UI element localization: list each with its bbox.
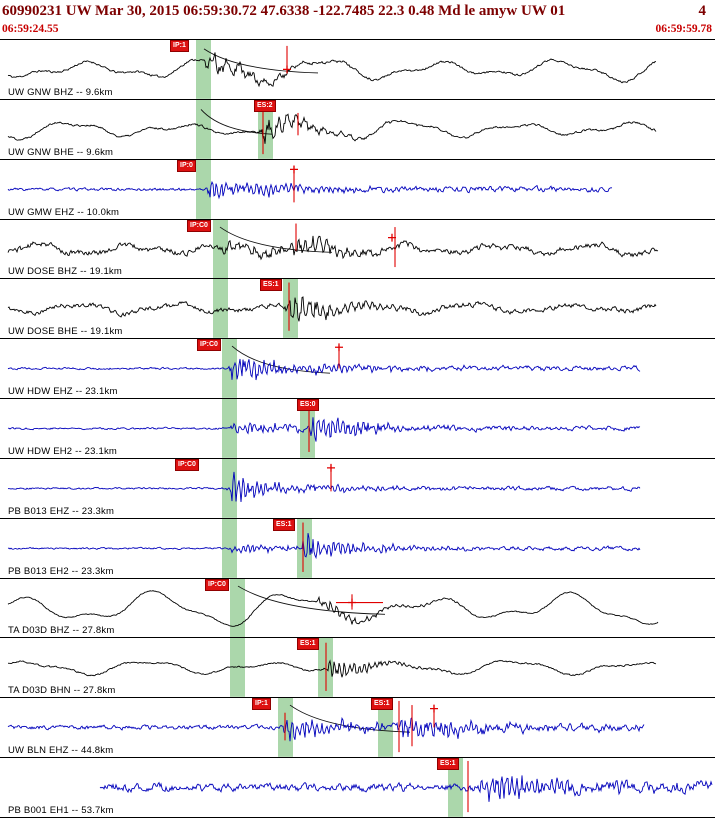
waveform-canvas-uw-hdw-ehz[interactable]: [0, 339, 715, 399]
pick-flag[interactable]: IP:C0: [175, 458, 199, 471]
trace-row-uw-gnw-bhe[interactable]: ES:2 UW GNW BHE -- 9.6km: [0, 98, 715, 159]
seismogram-trace: [7, 296, 657, 322]
pick-flag[interactable]: IP:C0: [205, 578, 229, 591]
coda-cross-marker-icon[interactable]: [388, 233, 396, 242]
trace-row-pb-b001-eh1[interactable]: ES:1 PB B001 EH1 -- 53.7km: [0, 757, 715, 817]
trace-row-uw-hdw-eh2[interactable]: ES:0 UW HDW EH2 -- 23.1km: [0, 398, 715, 458]
trace-list: IP:1 UW GNW BHZ -- 9.6km ES:2 UW GNW BHE --…: [0, 39, 715, 818]
seismogram-trace: [7, 52, 657, 88]
waveform-canvas-pb-b013-ehz[interactable]: [0, 458, 715, 518]
pick-flag[interactable]: IP:C0: [187, 219, 211, 232]
seismogram-trace: [7, 180, 613, 200]
pick-flag[interactable]: IP:1: [252, 698, 271, 711]
pick-window-band: [196, 40, 211, 99]
trace-row-uw-gmw-ehz[interactable]: IP:0 UW GMW EHZ -- 10.0km: [0, 158, 715, 219]
pick-window-band: [448, 758, 463, 817]
window-end-time: 06:59:59.78: [655, 23, 712, 35]
trace-label: UW GNW BHE -- 9.6km: [8, 146, 114, 158]
trace-label: UW HDW EHZ -- 23.1km: [8, 386, 118, 398]
seismogram-trace: [7, 235, 659, 260]
seismogram-trace: [7, 716, 645, 742]
pick-flag[interactable]: IP:1: [170, 40, 189, 52]
coda-decay-curve: [219, 226, 333, 253]
pick-flag[interactable]: ES:1: [260, 279, 282, 292]
pick-window-band: [300, 399, 315, 458]
waveform-canvas-uw-dose-bhe[interactable]: [0, 279, 715, 339]
trace-label: UW GMW EHZ -- 10.0km: [8, 206, 120, 218]
event-header: 60990231 UW Mar 30, 2015 06:59:30.72 47.…: [0, 0, 715, 22]
trace-row-uw-gnw-bhz[interactable]: IP:1 UW GNW BHZ -- 9.6km: [0, 39, 715, 99]
trace-row-uw-bln-ehz[interactable]: IP:1 ES:1 UW BLN EHZ -- 44.8km: [0, 697, 715, 758]
trace-label: UW BLN EHZ -- 44.8km: [8, 745, 114, 757]
pick-window-band: [196, 99, 211, 159]
coda-cross-marker-icon[interactable]: [327, 463, 335, 472]
coda-cross-marker-icon[interactable]: [290, 165, 298, 174]
time-axis: 06:59:24.55 06:59:59.78: [0, 22, 715, 39]
pick-window-band: [258, 99, 273, 159]
coda-cross-marker-icon[interactable]: [283, 65, 291, 74]
trace-label: TA D03D BHZ -- 27.8km: [8, 625, 115, 637]
waveform-canvas-uw-bln-ehz[interactable]: [0, 698, 715, 758]
trace-row-pb-b013-ehz[interactable]: IP:C0 PB B013 EHZ -- 23.3km: [0, 457, 715, 518]
waveform-canvas-pb-b013-eh2[interactable]: [0, 518, 715, 578]
trace-row-uw-hdw-ehz[interactable]: IP:C0 UW HDW EHZ -- 23.1km: [0, 338, 715, 399]
pick-flag[interactable]: ES:1: [297, 638, 319, 651]
trace-label: UW DOSE BHE -- 19.1km: [8, 326, 123, 338]
pick-flag[interactable]: ES:2: [254, 99, 276, 112]
coda-cross-marker-icon[interactable]: [348, 598, 356, 607]
waveform-canvas-uw-dose-bhz[interactable]: [0, 219, 715, 279]
waveform-canvas-uw-gnw-bhe[interactable]: [0, 99, 715, 159]
trace-label: UW GNW BHZ -- 9.6km: [8, 86, 113, 98]
pick-window-band: [230, 578, 245, 638]
seismogram-trace: [99, 775, 713, 803]
window-start-time: 06:59:24.55: [2, 23, 59, 35]
trace-label: PB B001 EH1 -- 53.7km: [8, 804, 114, 816]
trace-label: PB B013 EH2 -- 23.3km: [8, 565, 114, 577]
seismogram-trace: [7, 471, 641, 502]
waveform-canvas-uw-gnw-bhz[interactable]: [0, 40, 715, 99]
trace-label: UW HDW EH2 -- 23.1km: [8, 445, 118, 457]
trace-row-uw-dose-bhz[interactable]: IP:C0 UW DOSE BHZ -- 19.1km: [0, 218, 715, 279]
waveform-canvas-pb-b001-eh1[interactable]: [0, 758, 715, 817]
trace-label: PB B013 EHZ -- 23.3km: [8, 505, 115, 517]
seismogram-trace: [7, 589, 659, 627]
coda-cross-marker-icon[interactable]: [335, 343, 343, 352]
seismogram-trace: [7, 359, 641, 381]
pick-flag[interactable]: ES:1: [437, 758, 459, 771]
pick-window-band: [230, 638, 245, 698]
trace-label: UW DOSE BHZ -- 19.1km: [8, 266, 122, 278]
coda-decay-curve: [289, 704, 411, 733]
pick-flag[interactable]: ES:1: [371, 698, 393, 711]
seismogram-trace: [7, 113, 657, 144]
pick-flag[interactable]: ES:1: [273, 518, 295, 531]
waveform-canvas-ta-d03d-bhn[interactable]: [0, 638, 715, 698]
seismogram-trace: [7, 532, 641, 559]
trace-row-pb-b013-eh2[interactable]: ES:1 PB B013 EH2 -- 23.3km: [0, 517, 715, 578]
trace-row-ta-d03d-bhz[interactable]: IP:C0 TA D03D BHZ -- 27.8km: [0, 577, 715, 638]
trace-row-uw-dose-bhe[interactable]: ES:1 UW DOSE BHE -- 19.1km: [0, 278, 715, 339]
coda-decay-curve: [203, 48, 319, 74]
pick-flag[interactable]: ES:0: [297, 399, 319, 412]
pick-flag[interactable]: IP:C0: [197, 339, 221, 352]
event-flag: 4: [698, 3, 707, 19]
coda-decay-curve: [237, 585, 386, 615]
coda-cross-marker-icon[interactable]: [430, 704, 438, 713]
waveform-canvas-ta-d03d-bhz[interactable]: [0, 578, 715, 638]
pick-window-band: [196, 159, 211, 219]
event-summary: 60990231 UW Mar 30, 2015 06:59:30.72 47.…: [2, 3, 566, 19]
seismogram-trace: [7, 417, 641, 442]
pick-window-band: [378, 698, 393, 758]
pick-window-band: [222, 399, 237, 458]
trace-row-ta-d03d-bhn[interactable]: ES:1 TA D03D BHN -- 27.8km: [0, 637, 715, 698]
trace-label: TA D03D BHN -- 27.8km: [8, 685, 116, 697]
pick-flag[interactable]: IP:0: [177, 159, 196, 172]
waveform-canvas-uw-hdw-eh2[interactable]: [0, 399, 715, 458]
waveform-canvas-uw-gmw-ehz[interactable]: [0, 159, 715, 219]
seismogram-trace: [7, 659, 657, 678]
